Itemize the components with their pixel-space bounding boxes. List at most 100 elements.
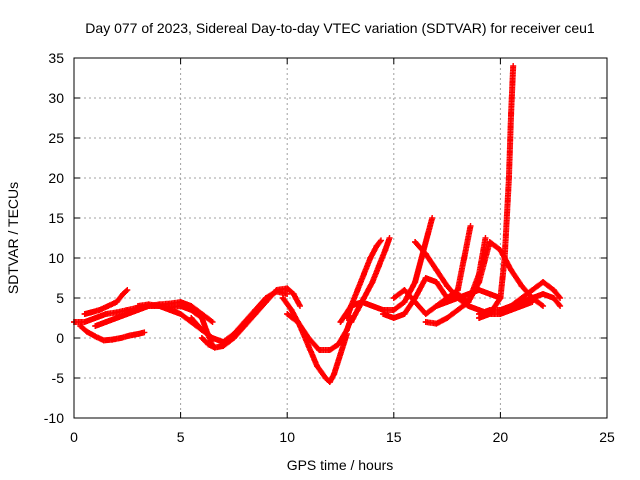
data-point bbox=[117, 335, 124, 341]
data-point bbox=[113, 309, 120, 316]
data-point bbox=[369, 279, 376, 285]
data-point bbox=[126, 332, 133, 339]
data-point bbox=[211, 344, 218, 351]
data-point bbox=[401, 287, 408, 293]
data-point bbox=[510, 63, 517, 69]
data-point bbox=[529, 295, 536, 301]
data-point bbox=[198, 335, 205, 341]
x-tick-label: 10 bbox=[279, 429, 295, 445]
x-tick-label: 25 bbox=[599, 429, 615, 445]
y-tick-label: 20 bbox=[48, 170, 64, 186]
data-point bbox=[220, 339, 227, 345]
data-point bbox=[134, 303, 141, 309]
data-point bbox=[508, 111, 515, 117]
data-point bbox=[348, 319, 355, 325]
data-point bbox=[390, 315, 397, 321]
data-point bbox=[454, 295, 461, 301]
data-point bbox=[156, 303, 163, 309]
data-point bbox=[540, 279, 547, 285]
data-point bbox=[422, 251, 429, 257]
data-point bbox=[322, 375, 329, 381]
data-point bbox=[124, 311, 131, 317]
data-point bbox=[380, 311, 387, 317]
data-point bbox=[422, 319, 429, 325]
data-point bbox=[81, 311, 88, 317]
data-point bbox=[279, 295, 286, 301]
series-track-g bbox=[188, 288, 291, 345]
data-point bbox=[177, 303, 184, 309]
tick-layer: 0 5 10 15 20 25 -10 -5 0 5 10 15 20 25 30 35 bbox=[44, 50, 615, 445]
data-point bbox=[375, 263, 382, 269]
data-point bbox=[433, 267, 440, 273]
data-point bbox=[92, 315, 99, 321]
data-point bbox=[422, 311, 429, 317]
data-point bbox=[540, 303, 547, 309]
data-point bbox=[83, 328, 90, 335]
data-point bbox=[316, 347, 323, 353]
data-point bbox=[141, 329, 148, 336]
data-point bbox=[369, 303, 376, 309]
data-point bbox=[284, 285, 291, 292]
data-point bbox=[305, 335, 312, 341]
data-point bbox=[326, 347, 333, 353]
y-tick-label: 5 bbox=[56, 290, 64, 306]
data-point bbox=[100, 337, 107, 344]
data-point bbox=[518, 283, 525, 289]
data-point bbox=[529, 287, 536, 293]
series-track-c bbox=[77, 323, 148, 344]
data-point bbox=[102, 319, 109, 325]
data-point bbox=[134, 331, 141, 337]
data-point bbox=[390, 307, 397, 313]
data-point bbox=[88, 309, 95, 316]
data-point bbox=[550, 287, 557, 293]
data-point bbox=[360, 271, 367, 277]
data-point bbox=[465, 299, 472, 305]
data-point bbox=[444, 283, 451, 289]
y-tick-label: -5 bbox=[52, 370, 65, 386]
data-point bbox=[557, 295, 564, 301]
data-point bbox=[497, 307, 504, 313]
x-tick-label: 15 bbox=[386, 429, 402, 445]
data-point bbox=[508, 267, 515, 273]
data-point bbox=[412, 239, 419, 245]
data-point bbox=[505, 175, 512, 181]
data-point bbox=[557, 303, 564, 309]
data-point bbox=[296, 303, 303, 309]
grid-layer bbox=[74, 58, 607, 418]
data-point bbox=[109, 336, 116, 343]
data-point bbox=[188, 315, 195, 321]
data-point bbox=[412, 299, 419, 305]
data-point bbox=[331, 371, 338, 377]
data-point bbox=[252, 307, 259, 313]
data-point bbox=[354, 307, 361, 313]
y-tick-label: 25 bbox=[48, 130, 64, 146]
data-point bbox=[124, 287, 131, 293]
series-track-l bbox=[337, 215, 436, 325]
data-point bbox=[290, 291, 297, 297]
y-axis-label: SDTVAR / TECUs bbox=[5, 182, 21, 294]
data-point bbox=[284, 291, 291, 297]
data-point bbox=[354, 287, 361, 293]
data-point bbox=[476, 279, 483, 285]
data-point bbox=[92, 323, 99, 329]
data-point bbox=[113, 299, 120, 305]
data-point bbox=[284, 311, 291, 317]
x-tick-label: 0 bbox=[70, 429, 78, 445]
data-point bbox=[294, 319, 301, 325]
data-point bbox=[335, 341, 342, 348]
data-point bbox=[433, 303, 440, 309]
data-point bbox=[467, 223, 474, 229]
data-point bbox=[412, 279, 419, 285]
y-tick-label: 10 bbox=[48, 250, 64, 266]
data-point bbox=[77, 323, 84, 329]
data-point bbox=[343, 327, 350, 333]
data-point bbox=[367, 255, 374, 261]
data-point bbox=[120, 291, 127, 297]
data-point bbox=[518, 295, 525, 301]
data-point bbox=[92, 333, 99, 340]
data-point bbox=[476, 311, 483, 317]
data-point bbox=[96, 307, 103, 313]
data-point bbox=[508, 303, 515, 309]
data-point bbox=[209, 335, 216, 341]
y-tick-label: 0 bbox=[56, 330, 64, 346]
